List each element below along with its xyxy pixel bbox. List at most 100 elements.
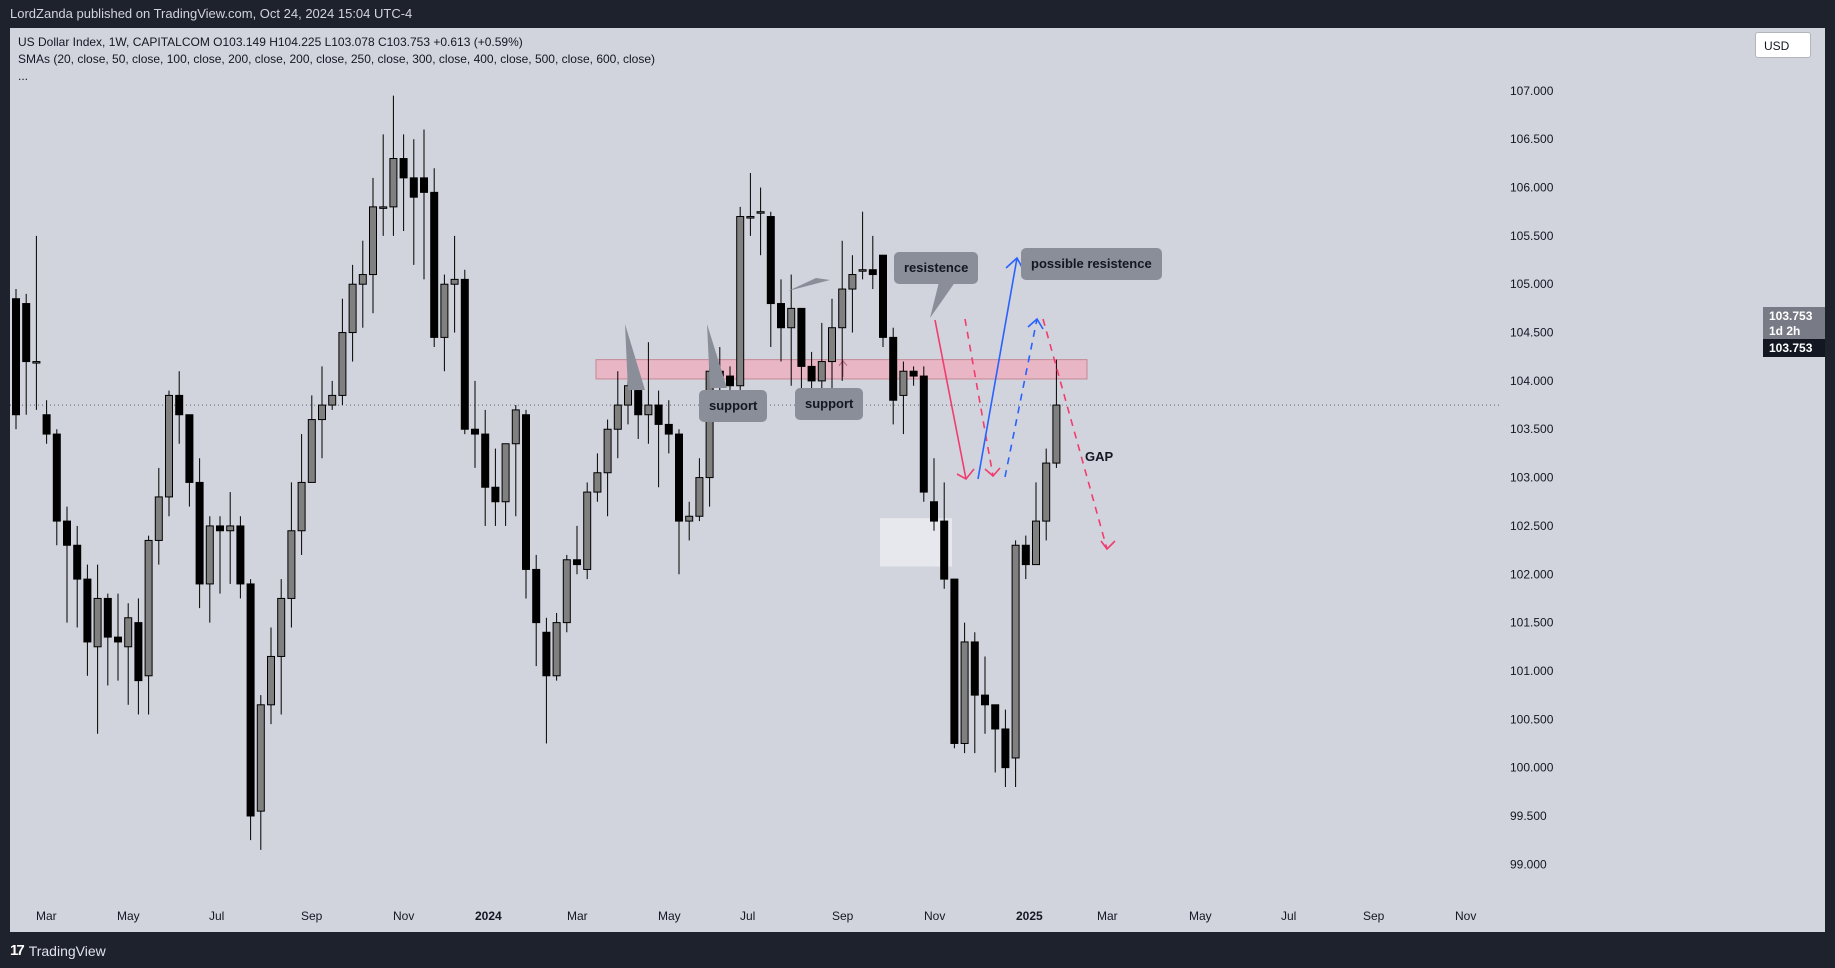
- y-tick-label: 102.500: [1510, 519, 1554, 533]
- candle-body: [868, 269, 877, 276]
- candle-body: [379, 206, 388, 209]
- candle-body: [909, 370, 918, 377]
- candle-body: [185, 414, 194, 483]
- x-tick-label: Sep: [832, 909, 854, 923]
- chart-legend: US Dollar Index, 1W, CAPITALCOM O103.149…: [18, 34, 655, 85]
- candle-body: [634, 390, 643, 416]
- y-tick-label: 102.000: [1510, 567, 1554, 581]
- candle-body: [318, 404, 326, 421]
- x-tick-label: Nov: [924, 909, 945, 923]
- candle-body: [1011, 544, 1020, 759]
- candle-body: [83, 578, 92, 643]
- candle-body: [246, 583, 255, 817]
- candle-body: [593, 472, 602, 493]
- x-tick-label: Jul: [740, 909, 755, 923]
- candle-body: [420, 177, 428, 193]
- candle-body: [42, 414, 51, 435]
- resistence-pointer: [788, 278, 830, 291]
- x-tick-label: Nov: [393, 909, 414, 923]
- candle-body: [430, 191, 439, 338]
- candle-body: [991, 704, 1000, 730]
- candle-body: [216, 525, 224, 532]
- legend-symbol-line[interactable]: US Dollar Index, 1W, CAPITALCOM O103.149…: [18, 35, 523, 49]
- x-tick-label: Mar: [567, 909, 588, 923]
- x-tick-label: May: [658, 909, 681, 923]
- candle-body: [307, 419, 316, 483]
- candle-body: [144, 539, 153, 677]
- blue-solid-path: [977, 257, 1018, 480]
- legend-sma-line[interactable]: SMAs (20, close, 50, close, 100, close, …: [18, 52, 656, 66]
- candle-body: [838, 288, 847, 329]
- y-tick-label: 106.000: [1510, 181, 1554, 195]
- y-tick-label: 105.000: [1510, 277, 1554, 291]
- x-tick-label: Jul: [1281, 909, 1296, 923]
- candle-body: [369, 206, 377, 276]
- candle-body: [348, 283, 357, 334]
- candle-body: [52, 433, 61, 522]
- tradingview-brand[interactable]: 17 TradingView: [10, 942, 106, 959]
- candle-body: [134, 622, 143, 682]
- candle-body: [1052, 404, 1061, 464]
- chart-area[interactable]: 99.000 99.500 100.000 100.500 101.000 101.500…: [10, 28, 1825, 932]
- zone-arrow-head: [838, 359, 848, 366]
- candle-body: [899, 370, 908, 396]
- x-tick-label: May: [117, 909, 140, 923]
- note-possible-resistence[interactable]: possible resistence: [1021, 248, 1162, 280]
- blue-dash-arrowhead: [1027, 317, 1044, 330]
- candle-body: [73, 544, 82, 580]
- candle-body: [165, 394, 173, 498]
- note-resistence[interactable]: resistence: [894, 252, 979, 284]
- currency-selector[interactable]: USD: [1755, 32, 1811, 58]
- candle-body: [63, 520, 71, 546]
- y-tick-label: 100.000: [1510, 761, 1554, 775]
- brand-name: TradingView: [28, 942, 106, 959]
- candle-body: [603, 428, 612, 474]
- candle-body: [817, 361, 826, 382]
- red-dash-arrowhead-2: [1100, 540, 1116, 551]
- y-tick-label: 101.500: [1510, 616, 1554, 630]
- y-tick-label: 103.000: [1510, 471, 1554, 485]
- candle-body: [409, 177, 418, 198]
- candle-body: [226, 525, 235, 532]
- published-header: LordZanda published on TradingView.com, …: [0, 0, 1835, 28]
- candle-body: [675, 433, 683, 522]
- candle-body: [205, 525, 214, 585]
- candle-body: [328, 394, 337, 406]
- candle-body: [766, 216, 775, 305]
- candle-body: [267, 655, 275, 706]
- candle-body: [22, 303, 31, 363]
- candle-body: [154, 496, 163, 541]
- candle-body: [1001, 728, 1010, 769]
- current-price-tag: 103.753: [1763, 339, 1825, 357]
- gap-label: GAP: [1085, 449, 1114, 464]
- candle-body: [552, 622, 561, 677]
- candle-body: [256, 704, 265, 812]
- candle-body: [124, 617, 133, 648]
- legend-more[interactable]: ...: [18, 69, 29, 83]
- candle-body: [542, 631, 551, 677]
- price-axis: [1502, 28, 1825, 932]
- note-support-1[interactable]: support: [699, 390, 768, 422]
- countdown-tag: 1d 2h: [1763, 322, 1825, 340]
- y-tick-label: 99.500: [1510, 809, 1547, 823]
- red-dash-path-2: [1042, 318, 1108, 550]
- candle-body: [471, 428, 479, 435]
- x-tick-label: 2024: [475, 909, 502, 923]
- candle-body: [644, 404, 653, 416]
- x-tick-label: Mar: [36, 909, 57, 923]
- candle-body: [399, 158, 408, 179]
- candle-body: [389, 158, 398, 208]
- candle-body: [450, 278, 459, 285]
- gap-zone: [880, 518, 952, 567]
- candlestick-chart[interactable]: 99.000 99.500 100.000 100.500 101.000 101.500…: [10, 28, 1825, 932]
- y-tick-label: 105.500: [1510, 229, 1554, 243]
- candle-body: [858, 269, 867, 272]
- x-tick-label: Sep: [301, 909, 323, 923]
- y-tick-label: 104.000: [1510, 374, 1554, 388]
- candle-body: [1021, 544, 1030, 566]
- candle-body: [807, 365, 816, 382]
- note-support-2[interactable]: support: [795, 388, 864, 420]
- support-2-pointer: [707, 324, 727, 388]
- y-tick-label: 99.000: [1510, 857, 1547, 871]
- footer-bar: 17 TradingView: [0, 932, 1835, 968]
